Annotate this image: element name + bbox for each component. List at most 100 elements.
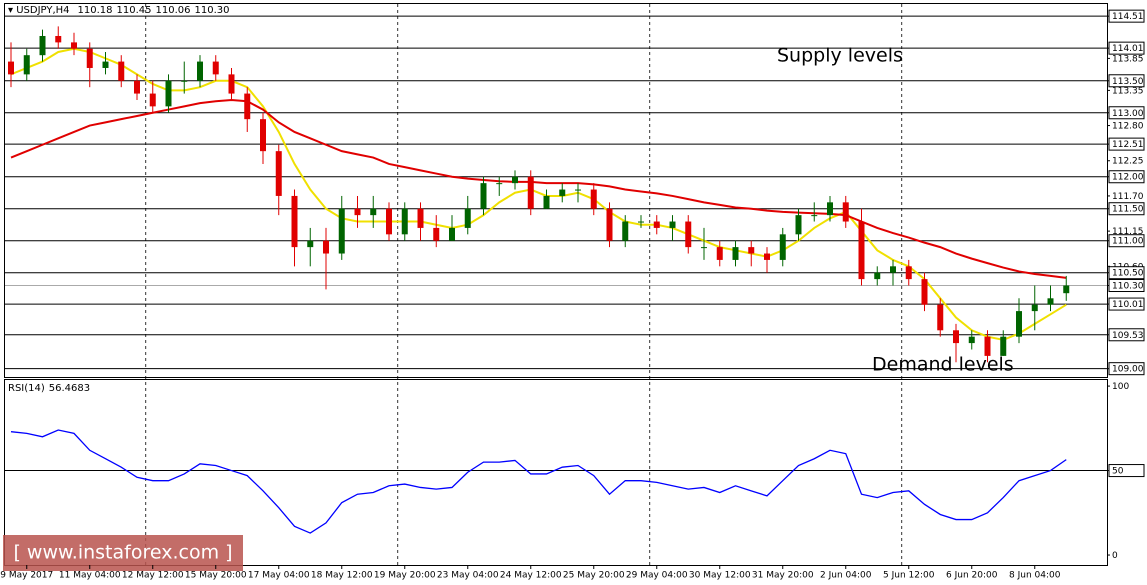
- candle-body: [480, 183, 487, 209]
- candle-body: [181, 80, 188, 82]
- rsi-panel: [4, 379, 1108, 566]
- y-tick-label: 113.35: [1112, 86, 1144, 96]
- candle-body: [386, 208, 392, 235]
- candle-body: [1016, 311, 1022, 337]
- tick-box: [1108, 170, 1145, 184]
- candle-body: [559, 189, 566, 196]
- y-tick-label: 113.50: [1112, 77, 1144, 87]
- candle-body: [590, 189, 597, 209]
- candle-body: [890, 266, 896, 273]
- candle-body: [622, 221, 629, 241]
- open: 110.18: [78, 5, 113, 16]
- y-tick-label: 113.85: [1112, 54, 1144, 64]
- candle-body: [701, 247, 707, 249]
- candle-body: [575, 189, 581, 191]
- tick-box: [1108, 328, 1145, 342]
- candle-body: [71, 42, 77, 49]
- candle-body: [212, 61, 219, 75]
- candle-body: [827, 202, 833, 216]
- candle-body: [543, 195, 550, 209]
- x-tick-label: 18 May 12:00: [311, 571, 373, 581]
- y-tick-label: 112.25: [1112, 157, 1144, 167]
- watermark-box: [3, 535, 243, 571]
- candle-body: [370, 208, 377, 216]
- candle-body: [102, 61, 109, 68]
- x-tick-label: 23 May 04:00: [437, 571, 499, 581]
- x-tick-label: 6 Jun 20:00: [946, 571, 998, 581]
- x-tick-label: 11 May 04:00: [59, 571, 121, 581]
- header: ▾ USDJPY,H4 110.18 110.45 110.06 110.30: [8, 5, 230, 16]
- candle-body: [795, 215, 802, 235]
- x-tick-label: 29 May 04:00: [626, 571, 688, 581]
- candle-body: [1031, 304, 1038, 312]
- candle-body: [937, 304, 944, 331]
- candle-body: [638, 221, 644, 223]
- candle-body: [307, 240, 314, 248]
- candle-body: [23, 55, 30, 75]
- y-tick-label: 110.30: [1112, 282, 1144, 292]
- y-tick-label: 100: [1112, 382, 1129, 392]
- y-tick-label: 109.00: [1112, 365, 1144, 375]
- candle-body: [779, 234, 786, 260]
- candle-body: [39, 35, 46, 56]
- candle-body: [921, 279, 928, 305]
- candle-body: [968, 336, 975, 344]
- candle-body: [149, 93, 156, 107]
- x-tick-label: 24 May 12:00: [500, 571, 562, 581]
- candle-body: [228, 74, 235, 94]
- y-tick-label: 111.00: [1112, 237, 1144, 247]
- tick-box: [1108, 234, 1145, 248]
- candle-body: [512, 176, 518, 184]
- x-tick-label: 31 May 20:00: [752, 571, 814, 581]
- candle-body: [1063, 285, 1070, 294]
- candle-body: [165, 80, 172, 107]
- rsi-value: 56.4683: [49, 383, 90, 394]
- y-tick-label: 112.80: [1112, 122, 1144, 132]
- candle-body: [811, 215, 818, 217]
- tick-box: [1108, 279, 1145, 293]
- tick-box: [1108, 297, 1145, 311]
- y-tick-label: 0: [1112, 551, 1118, 561]
- y-tick-label: 110.01: [1112, 300, 1144, 310]
- candle-body: [527, 176, 534, 209]
- candle-body: [984, 336, 991, 356]
- candle-body: [669, 221, 676, 228]
- candle-body: [716, 247, 723, 260]
- rsi-title: RSI(14): [8, 383, 45, 394]
- candle-body: [55, 35, 62, 43]
- annotation: Supply levels: [777, 45, 903, 67]
- y-tick-label: 111.70: [1112, 192, 1144, 202]
- y-tick-label: 50: [1112, 467, 1124, 477]
- candle-body: [953, 330, 959, 344]
- tick-box: [1108, 106, 1145, 120]
- y-tick-label: 112.00: [1112, 173, 1144, 183]
- candle-body: [118, 61, 125, 81]
- candle-body: [1047, 298, 1054, 305]
- candle-body: [1000, 336, 1007, 356]
- y-tick-label: 112.51: [1112, 140, 1144, 150]
- x-tick-label: 2 Jun 04:00: [820, 571, 872, 581]
- tick-box: [1108, 41, 1145, 55]
- candle-body: [842, 202, 849, 222]
- candle-body: [275, 151, 282, 196]
- y-tick-label: 111.50: [1112, 205, 1144, 215]
- low: 110.06: [156, 5, 191, 16]
- rsi-line: [10, 429, 1067, 534]
- x-tick-label: 9 May 2017: [0, 571, 53, 581]
- menu-arrow: ▾: [8, 5, 16, 16]
- y-tick-label: 114.01: [1112, 44, 1144, 54]
- candle-body: [905, 266, 912, 280]
- moving-average: [10, 47, 1067, 341]
- candle-body: [449, 227, 455, 241]
- close: 110.30: [195, 5, 230, 16]
- x-tick-label: 8 Jun 04:00: [1009, 571, 1061, 581]
- x-tick-label: 5 Jun 12:00: [883, 571, 935, 581]
- candle-body: [496, 183, 503, 185]
- candle-body: [401, 208, 408, 235]
- tick-box: [1108, 266, 1145, 280]
- watermark: [ www.instaforex.com ]: [13, 542, 232, 564]
- price-panel: [4, 3, 1108, 378]
- y-tick-label: 114.51: [1112, 12, 1144, 22]
